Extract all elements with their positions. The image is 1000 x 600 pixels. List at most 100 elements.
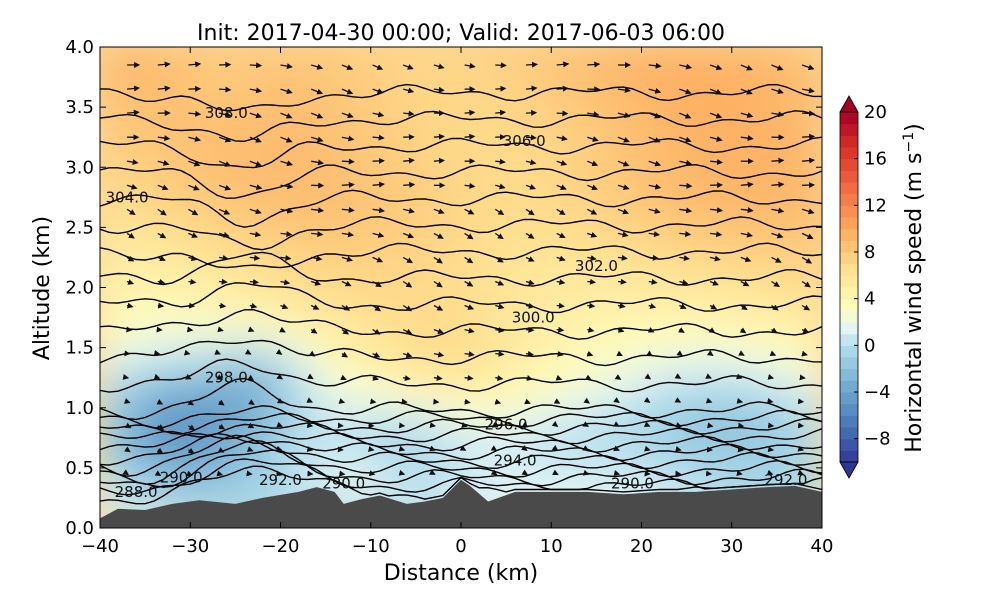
- contour-label: 302.0: [575, 257, 618, 275]
- x-tick-label: −30: [171, 536, 209, 557]
- wind-vector: [552, 469, 559, 476]
- field-cell: [749, 102, 769, 122]
- field-cell: [442, 324, 462, 344]
- field-cell: [533, 47, 553, 67]
- colorbar: 20 16 12 8 4 0 −4 −8: [839, 95, 891, 479]
- wind-vector: [556, 85, 569, 92]
- field-cell: [659, 454, 679, 474]
- wind-vector: [679, 182, 693, 189]
- field-cell: [804, 306, 822, 326]
- field-cell: [424, 472, 444, 492]
- field-cell: [551, 472, 571, 492]
- field-cell: [479, 287, 499, 307]
- field-cell: [208, 158, 228, 178]
- wind-vector: [310, 88, 324, 95]
- field-cell: [262, 65, 282, 85]
- wind-vector: [495, 62, 507, 69]
- wind-vector: [587, 278, 596, 285]
- wind-vector: [433, 232, 444, 239]
- wind-vector: [525, 159, 537, 166]
- wind-vector: [679, 207, 693, 214]
- contour-labels: 308.0 306.0 304.0 302.0 300.0 298.0 296.0 294.0…: [106, 104, 808, 501]
- field-cell: [154, 324, 174, 344]
- field-cell: [515, 306, 535, 326]
- plot-area: 308.0306.0304.0302.0300.0298.0296.0294.0…: [65, 37, 833, 557]
- field-cell: [316, 306, 336, 326]
- wind-vector: [402, 328, 413, 335]
- field-cell: [515, 343, 535, 363]
- wind-vector: [218, 231, 230, 238]
- field-cell: [497, 380, 517, 400]
- field-cell: [749, 398, 769, 418]
- field-cell: [479, 250, 499, 270]
- wind-vector: [583, 397, 591, 404]
- wind-vector: [217, 326, 224, 333]
- field-cell: [118, 121, 138, 141]
- wind-vector: [188, 160, 201, 167]
- wind-vector: [802, 157, 816, 164]
- wind-vector: [124, 446, 131, 453]
- field-cell: [136, 195, 156, 215]
- field-cell: [641, 121, 661, 141]
- field-cell: [298, 139, 318, 159]
- field-cell: [244, 472, 264, 492]
- wind-vector: [280, 160, 293, 167]
- field-cell: [424, 47, 444, 67]
- field-cell: [172, 102, 192, 122]
- field-cell: [388, 195, 408, 215]
- wind-vector: [648, 112, 661, 119]
- field-cell: [226, 195, 246, 215]
- field-cell: [785, 454, 805, 474]
- field-cell: [154, 269, 174, 289]
- field-cell: [461, 250, 481, 270]
- wind-vector: [188, 110, 202, 117]
- wind-vector: [679, 88, 692, 95]
- field-cell: [695, 102, 715, 122]
- field-cell: [677, 232, 697, 252]
- colorbar-segment: [840, 135, 858, 148]
- wind-vector: [464, 375, 474, 381]
- wind-vector: [551, 444, 559, 452]
- field-cell: [713, 287, 733, 307]
- field-cell: [442, 454, 462, 474]
- wind-vector: [617, 302, 626, 309]
- wind-vector: [157, 278, 166, 285]
- field-cell: [298, 380, 318, 400]
- field-cell: [749, 195, 769, 215]
- colorbar-segment: [840, 310, 858, 323]
- wind-vector: [311, 207, 325, 214]
- wind-vector: [428, 469, 436, 475]
- field-cell: [190, 65, 210, 85]
- y-tick-label: 3.5: [65, 97, 94, 118]
- wind-vector: [674, 373, 682, 379]
- field-cell: [172, 213, 192, 233]
- field-cell: [406, 47, 426, 67]
- field-cell: [334, 47, 354, 67]
- wind-vector: [648, 183, 662, 190]
- field-cell: [587, 306, 607, 326]
- wind-vector: [188, 136, 201, 142]
- field-cell: [804, 343, 822, 363]
- wind-vector: [157, 255, 166, 262]
- field-cell: [731, 47, 751, 67]
- field-cell: [713, 121, 733, 141]
- x-tick-label: 10: [540, 536, 563, 557]
- wind-vector: [587, 232, 598, 238]
- isentrope-line: [100, 449, 822, 488]
- field-cell: [280, 213, 300, 233]
- wind-vector: [553, 398, 561, 404]
- field-cell: [804, 121, 822, 141]
- field-cell: [352, 398, 372, 418]
- field-cell: [659, 213, 679, 233]
- field-cell: [641, 65, 661, 85]
- field-cell: [515, 158, 535, 178]
- field-cell: [659, 306, 679, 326]
- field-cell: [515, 176, 535, 196]
- field-cell: [334, 102, 354, 122]
- field-cell: [172, 232, 192, 252]
- field-cell: [569, 287, 589, 307]
- wind-vector: [186, 326, 194, 333]
- field-cell: [605, 213, 625, 233]
- y-tick-label: 0.5: [65, 458, 94, 479]
- wind-vector: [249, 87, 263, 94]
